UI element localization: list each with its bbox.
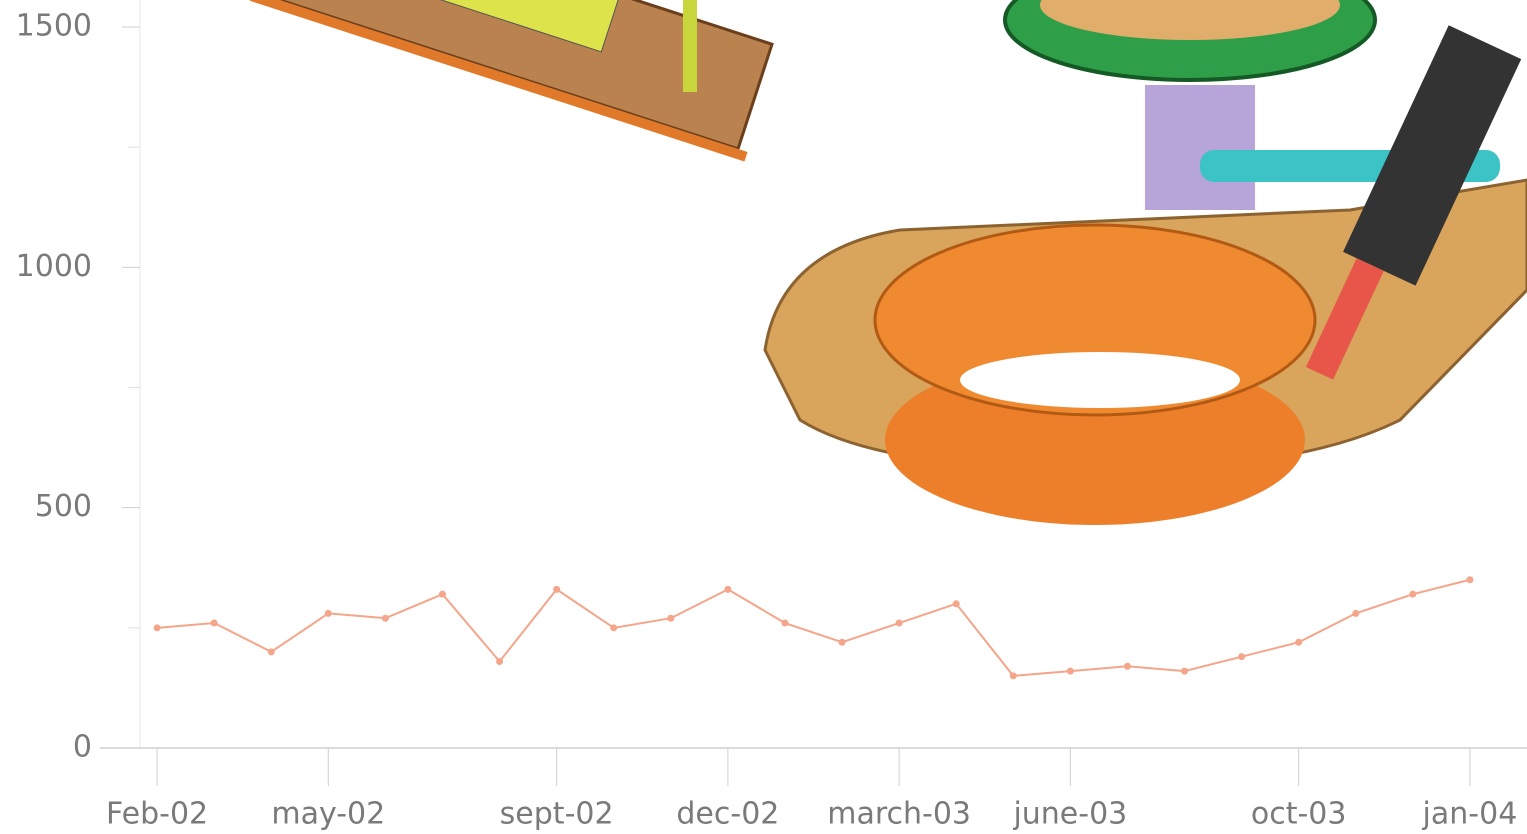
y-tick-label: 1000 <box>16 249 92 284</box>
x-tick-label: jan-04 <box>1422 797 1518 832</box>
point <box>895 619 903 627</box>
pole <box>683 0 697 92</box>
x-tick-label: Feb-02 <box>106 797 208 832</box>
point <box>1466 576 1474 584</box>
point <box>438 590 446 598</box>
point <box>781 619 789 627</box>
point <box>1409 590 1417 598</box>
point <box>1123 662 1131 670</box>
point <box>1238 653 1246 661</box>
point <box>324 609 332 617</box>
point <box>838 638 846 646</box>
point <box>667 614 675 622</box>
x-tick-label: june-03 <box>1012 797 1127 832</box>
cover-top <box>1040 0 1340 40</box>
point <box>1009 672 1017 680</box>
point <box>1066 667 1074 675</box>
point <box>496 657 504 665</box>
series-line <box>156 578 1471 677</box>
machine-image <box>249 0 774 162</box>
overlay-images <box>249 0 1527 525</box>
x-tick-label: sept-02 <box>500 797 614 832</box>
x-tick-label: march-03 <box>827 797 971 832</box>
point <box>610 624 618 632</box>
point <box>381 614 389 622</box>
y-tick-label: 500 <box>35 489 92 524</box>
actuator <box>1305 25 1522 380</box>
plot: 0 500 1000 1500 Feb-02 may-02 sept-02 dec-02 mar… <box>16 0 1527 832</box>
point <box>1352 609 1360 617</box>
y-tick-label: 1500 <box>16 9 92 44</box>
x-tick-label: dec-02 <box>676 797 779 832</box>
x-tick-label: may-02 <box>271 797 385 832</box>
x-tick-label: oct-03 <box>1251 797 1347 832</box>
hinge <box>1145 85 1255 210</box>
ring-hole <box>960 352 1240 408</box>
point <box>153 624 161 632</box>
point <box>1295 638 1303 646</box>
y-tick-label: 0 <box>73 730 92 765</box>
point <box>952 600 960 608</box>
point <box>267 648 275 656</box>
point <box>1181 667 1189 675</box>
point <box>724 585 732 593</box>
point <box>553 585 561 593</box>
point <box>210 619 218 627</box>
